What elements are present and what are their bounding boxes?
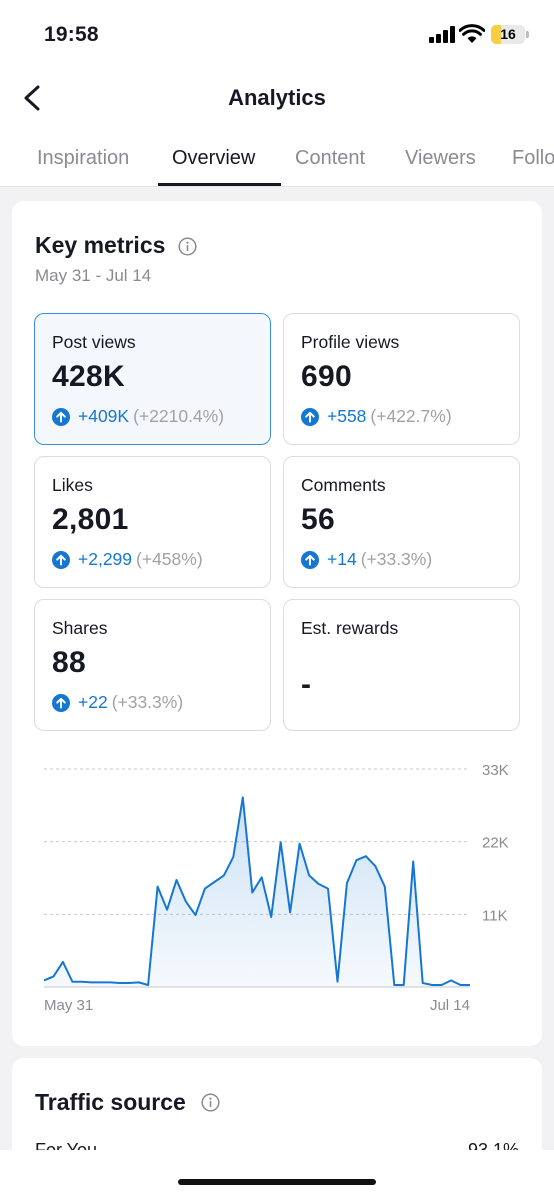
- metric-value: 2,801: [52, 503, 129, 536]
- metric-change: +22 (+33.3%): [52, 692, 183, 713]
- info-icon[interactable]: [201, 1093, 220, 1112]
- change-percent: (+33.3%): [360, 549, 433, 569]
- y-tick-label: 33K: [482, 762, 509, 779]
- battery-tip: [526, 31, 529, 38]
- page-title: Analytics: [228, 85, 326, 110]
- metric-change: +14 (+33.3%): [301, 549, 432, 570]
- metric-label: Shares: [52, 618, 108, 638]
- cellular-signal-icon: [429, 26, 455, 43]
- metric-label: Comments: [301, 475, 386, 495]
- metric-label: Likes: [52, 475, 93, 495]
- arrow-up-icon: [52, 550, 70, 569]
- metric-label: Post views: [52, 332, 136, 352]
- change-absolute: +14: [327, 549, 357, 569]
- metric-value: 88: [52, 646, 86, 679]
- bottom-safe-area: [0, 1150, 554, 1199]
- metric-value: -: [301, 668, 312, 701]
- y-tick-label: 22K: [482, 835, 509, 852]
- date-range: May 31 - Jul 14: [35, 266, 152, 285]
- change-absolute: +22: [78, 692, 108, 712]
- metric-label: Profile views: [301, 332, 400, 352]
- x-tick-label-end: Jul 14: [430, 997, 470, 1014]
- x-tick-label-start: May 31: [44, 997, 93, 1014]
- tab-content[interactable]: Content: [295, 147, 366, 169]
- change-percent: (+422.7%): [370, 406, 452, 426]
- arrow-up-icon: [301, 550, 319, 569]
- y-tick-label: 11K: [482, 907, 508, 924]
- change-absolute: +558: [327, 406, 367, 426]
- metric-value: 690: [301, 360, 352, 393]
- arrow-up-icon: [301, 407, 319, 426]
- metric-value: 56: [301, 503, 335, 536]
- post-views-line: [43, 796, 470, 986]
- metric-change: +409K (+2210.4%): [52, 406, 224, 427]
- metric-card-post-views[interactable]: Post views 428K +409K (+2210.4%): [34, 313, 271, 445]
- wifi-icon: [459, 24, 485, 43]
- key-metrics-title: Key metrics: [35, 232, 166, 258]
- metric-card-shares[interactable]: Shares 88 +22 (+33.3%): [34, 599, 271, 731]
- post-views-area: [44, 797, 470, 987]
- post-views-chart-svg: 11K 22K 33K May 31 Jul 14: [43, 762, 509, 1014]
- change-percent: (+2210.4%): [133, 406, 225, 426]
- active-tab-indicator: [158, 183, 281, 186]
- battery-level: 16: [500, 26, 516, 42]
- tab-followers[interactable]: Followers: [512, 147, 554, 169]
- change-absolute: +409K: [78, 406, 130, 426]
- post-views-chart: 11K 22K 33K May 31 Jul 14: [12, 756, 542, 1026]
- arrow-up-icon: [52, 693, 70, 712]
- status-bar: 19:58 16: [0, 0, 554, 70]
- traffic-source-title: Traffic source: [35, 1089, 186, 1115]
- change-percent: (+458%): [136, 549, 203, 569]
- tab-overview[interactable]: Overview: [172, 147, 256, 169]
- metric-label: Est. rewards: [301, 618, 399, 638]
- back-chevron-icon[interactable]: [18, 82, 48, 114]
- arrow-up-icon: [52, 407, 70, 426]
- tab-viewers[interactable]: Viewers: [405, 147, 476, 169]
- metric-card-likes[interactable]: Likes 2,801 +2,299 (+458%): [34, 456, 271, 588]
- change-absolute: +2,299: [78, 549, 133, 569]
- home-indicator[interactable]: [178, 1179, 376, 1185]
- metric-card-est-rewards[interactable]: Est. rewards -: [283, 599, 520, 731]
- metric-card-comments[interactable]: Comments 56 +14 (+33.3%): [283, 456, 520, 588]
- change-percent: (+33.3%): [111, 692, 184, 712]
- battery-icon: 16: [491, 25, 525, 44]
- metric-value: 428K: [52, 360, 125, 393]
- metric-change: +558 (+422.7%): [301, 406, 452, 427]
- key-metrics-card: Key metrics May 31 - Jul 14 Post views 4…: [12, 201, 542, 1046]
- status-time: 19:58: [44, 23, 99, 46]
- tab-inspiration[interactable]: Inspiration: [37, 147, 130, 169]
- tab-bar: Inspiration Overview Content Viewers Fol…: [0, 140, 554, 187]
- metric-change: +2,299 (+458%): [52, 549, 203, 570]
- top-bar: 19:58 16 Analytics Inspiration Overview …: [0, 0, 554, 187]
- metric-card-profile-views[interactable]: Profile views 690 +558 (+422.7%): [283, 313, 520, 445]
- info-icon[interactable]: [178, 237, 197, 256]
